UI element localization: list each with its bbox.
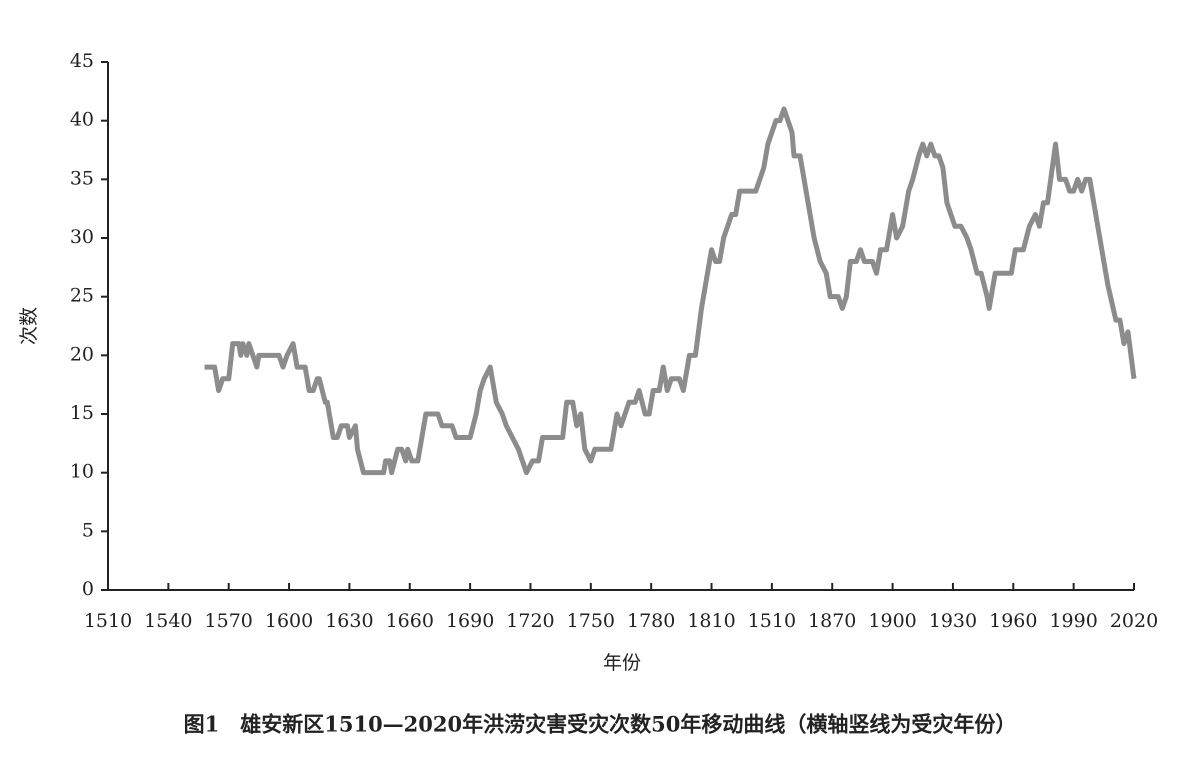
x-tick-label: 1570: [205, 610, 253, 632]
y-tick-label: 5: [82, 519, 94, 541]
x-tick-label: 1780: [627, 610, 675, 632]
y-tick-label: 40: [70, 109, 94, 131]
y-axis-label: 次数: [18, 307, 40, 345]
y-tick-label: 30: [70, 226, 94, 248]
x-tick-label: 1930: [929, 610, 977, 632]
x-tick-label: 1870: [808, 610, 856, 632]
x-tick-label: 1600: [265, 610, 313, 632]
x-tick-label: 1960: [989, 610, 1037, 632]
x-tick-label: 1660: [386, 610, 434, 632]
x-tick-label: 1510: [748, 610, 796, 632]
x-tick-label: 1750: [567, 610, 615, 632]
y-tick-label: 15: [70, 402, 94, 424]
y-tick-label: 25: [70, 285, 94, 307]
y-tick-label: 45: [70, 50, 94, 72]
x-tick-label: 1540: [144, 610, 192, 632]
x-tick-label: 1990: [1049, 610, 1097, 632]
x-tick-label: 1510: [84, 610, 132, 632]
x-tick-label: 1690: [446, 610, 494, 632]
x-tick-label: 1900: [868, 610, 916, 632]
x-axis-label: 年份: [603, 652, 641, 674]
y-tick-label: 10: [70, 461, 94, 483]
y-tick-label: 0: [82, 578, 94, 600]
y-tick-label: 20: [70, 343, 94, 365]
x-tick-label: 1630: [325, 610, 373, 632]
x-tick-label: 2020: [1110, 610, 1158, 632]
x-tick-label: 1720: [506, 610, 554, 632]
data-line: [204, 106, 1137, 476]
caption: 图1 雄安新区1510—2020年洪涝灾害受灾次数50年移动曲线（横轴竖线为受灾…: [184, 712, 1017, 737]
y-tick-label: 35: [70, 167, 94, 189]
x-tick-label: 1810: [687, 610, 735, 632]
